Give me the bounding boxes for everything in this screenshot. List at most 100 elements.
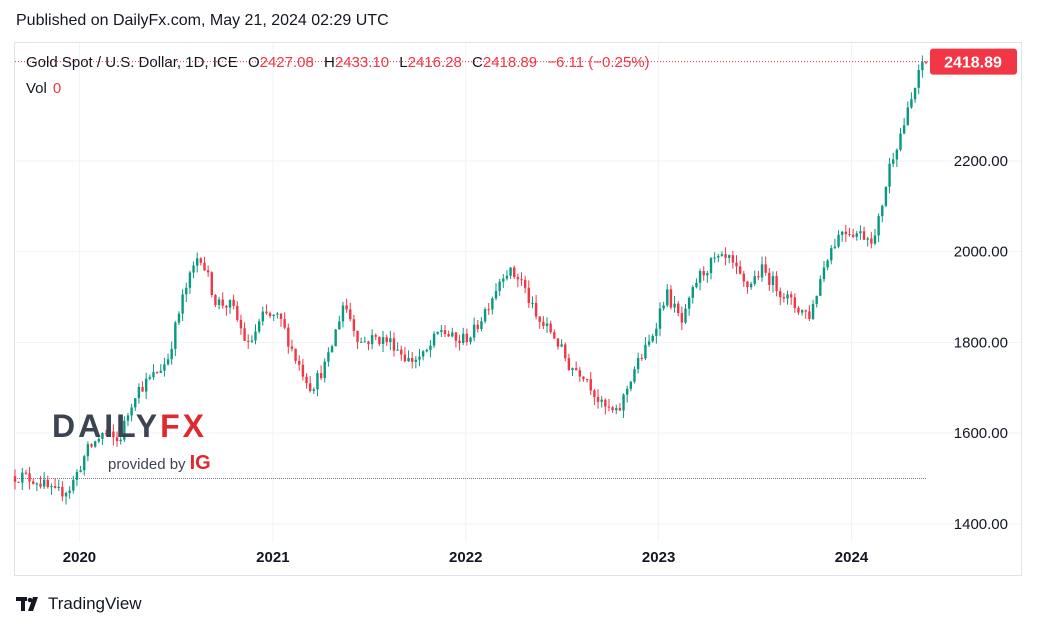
candle-body	[421, 351, 425, 357]
candle-body	[454, 332, 458, 341]
candle-body	[363, 341, 367, 343]
candle-body	[859, 231, 862, 234]
candle-body	[425, 349, 428, 352]
candle-body	[359, 341, 363, 343]
candle-body	[567, 358, 571, 370]
candle-body	[578, 370, 582, 377]
candle-body	[749, 283, 753, 288]
watermark-daily: DAILY	[52, 408, 161, 444]
watermark-provided-by: provided by IG	[108, 452, 211, 475]
candle-body	[316, 373, 319, 390]
candle-body	[341, 305, 345, 322]
candle-body	[498, 281, 501, 291]
candle-body	[35, 483, 39, 485]
last-price-badge	[930, 48, 1017, 75]
candle-body	[214, 294, 217, 306]
last-price-label: 2418.89	[944, 55, 1002, 72]
x-tick-label: 2024	[835, 549, 869, 566]
candle-body	[24, 472, 28, 474]
candle-body	[483, 309, 487, 322]
vol-label: Vol	[26, 80, 47, 97]
candle-body	[79, 470, 82, 472]
candle-body	[582, 376, 585, 380]
candle-body	[549, 323, 552, 333]
published-line: Published on DailyFx.com, May 21, 2024 0…	[16, 12, 389, 29]
candle-body	[170, 348, 173, 360]
candle-body	[844, 231, 848, 235]
candle-body	[786, 294, 789, 299]
candle-body	[254, 331, 257, 341]
tradingview-logo[interactable]: TradingView	[16, 594, 142, 614]
candle-body	[822, 267, 826, 280]
candle-body	[268, 313, 272, 316]
candle-body	[746, 281, 749, 288]
candle-body	[440, 330, 443, 332]
candle-body	[830, 248, 833, 261]
candle-body	[622, 394, 625, 411]
tradingview-icon	[16, 597, 38, 611]
candle-body	[808, 311, 811, 319]
candle-body	[560, 344, 563, 347]
candle-body	[90, 444, 93, 447]
candle-body	[389, 338, 392, 343]
candle-body	[644, 344, 647, 359]
candle-body	[556, 338, 560, 347]
candle-body	[611, 407, 614, 411]
candle-body	[203, 262, 206, 271]
candle-body	[742, 273, 745, 282]
candle-body	[855, 233, 858, 237]
candle-body	[833, 246, 837, 249]
candle-body	[910, 99, 913, 108]
candle-body	[166, 359, 170, 365]
candle-body	[509, 267, 512, 276]
candle-body	[545, 323, 549, 326]
candle-body	[913, 87, 917, 100]
candle-body	[724, 254, 727, 258]
candle-body	[272, 314, 275, 316]
candle-body	[86, 444, 90, 457]
candle-body	[265, 311, 268, 314]
candle-body	[651, 335, 654, 342]
candle-body	[338, 321, 341, 330]
candle-body	[815, 295, 818, 305]
candle-body	[615, 408, 618, 411]
candle-body	[385, 337, 388, 343]
candle-body	[410, 358, 414, 362]
candle-body	[443, 330, 447, 334]
candle-body	[177, 313, 181, 323]
ig-logo: IG	[189, 452, 211, 474]
candle-body	[589, 379, 592, 391]
vol-value: 0	[52, 80, 62, 97]
candle-body	[571, 368, 574, 370]
x-tick-label: 2020	[63, 549, 96, 566]
candle-body	[840, 231, 844, 235]
candle-body	[356, 330, 359, 343]
provided-by-text: provided by	[108, 456, 186, 473]
candle-body	[531, 302, 534, 304]
candle-body	[494, 290, 498, 299]
candle-body	[636, 357, 640, 370]
y-tick-label: 1800.00	[954, 334, 1008, 351]
candle-body	[873, 235, 877, 244]
candle-body	[684, 308, 687, 323]
candle-body	[866, 238, 869, 240]
candle-body	[72, 479, 75, 491]
candle-body	[713, 257, 716, 259]
candle-body	[600, 399, 603, 402]
candle-body	[312, 389, 316, 391]
last-price-line: 2418.89	[15, 48, 1017, 75]
candle-body	[862, 231, 866, 240]
candle-body	[210, 272, 213, 295]
candle-body	[243, 328, 246, 341]
candle-body	[625, 388, 629, 395]
candle-body	[451, 332, 454, 337]
candle-body	[596, 397, 600, 402]
candle-body	[381, 337, 385, 345]
candle-body	[174, 322, 177, 349]
candle-body	[13, 476, 17, 482]
change-value: −6.11 (−0.25%)	[547, 54, 650, 71]
candle-body	[407, 358, 410, 362]
candle-body	[480, 321, 483, 329]
high-value: 2433.10	[334, 54, 390, 71]
